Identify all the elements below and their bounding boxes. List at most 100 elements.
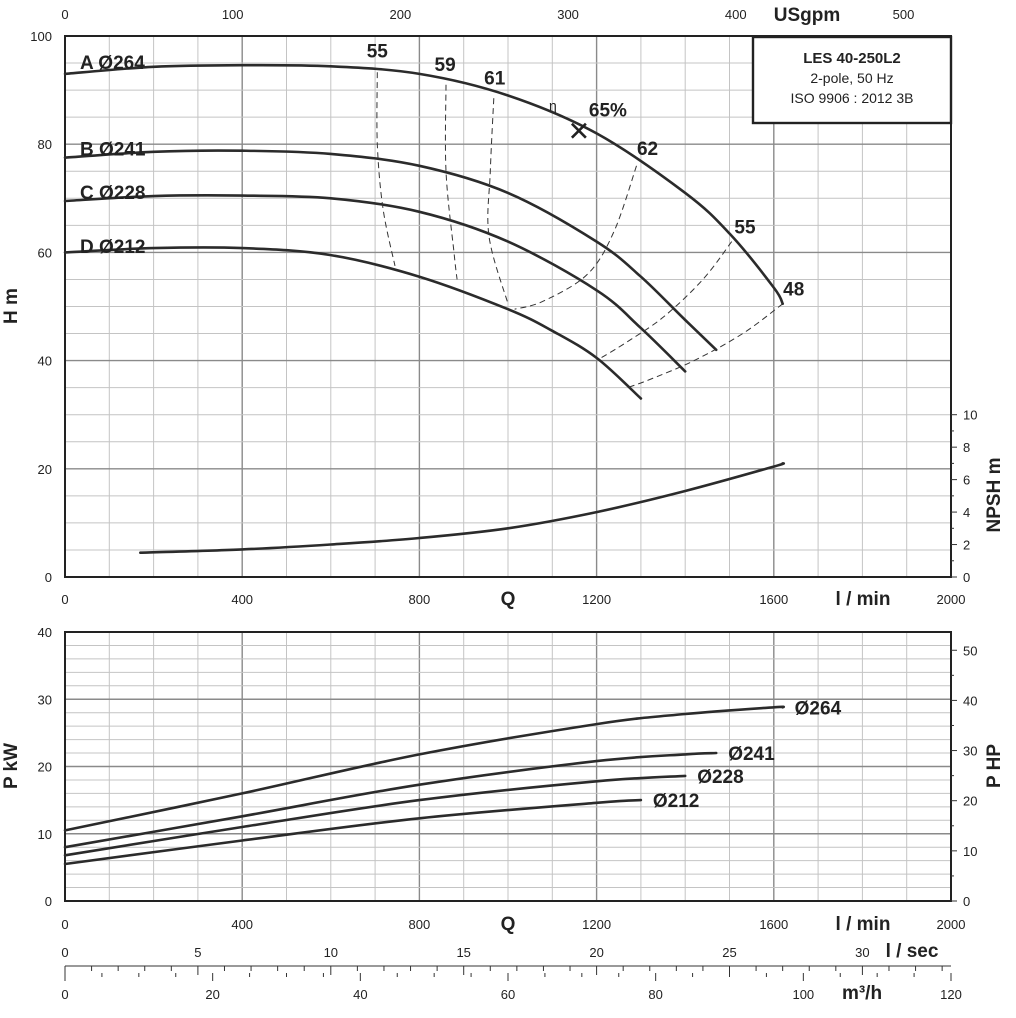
- lsec-tick-label: 15: [456, 945, 470, 960]
- power-y-tick-label: 0: [45, 894, 52, 909]
- efficiency-line: [376, 72, 396, 267]
- efficiency-line: [600, 241, 733, 359]
- head-curve-label: A Ø264: [80, 53, 145, 74]
- head-y-tick-label: 20: [38, 462, 52, 477]
- head-y-tick-label: 40: [38, 354, 52, 369]
- power-curve-label: Ø228: [697, 767, 743, 788]
- lsec-tick-label: 5: [194, 945, 201, 960]
- power-y-tick-label: 20: [38, 760, 52, 775]
- efficiency-label: 59: [435, 55, 456, 76]
- usgpm-tick-label: 100: [222, 7, 244, 22]
- head-x-tick-label: 2000: [937, 592, 966, 607]
- power-y-axis-label: P kW: [1, 743, 22, 789]
- lsec-tick-label: 10: [324, 945, 338, 960]
- npsh-tick-label: 4: [963, 505, 970, 520]
- power-x-tick-label: 2000: [937, 917, 966, 932]
- efficiency-line: [487, 98, 509, 304]
- m3h-tick-label: 0: [61, 987, 68, 1002]
- hp-tick-label: 40: [963, 693, 977, 708]
- head-curve-3: [63, 246, 643, 400]
- head-curve-1: [63, 149, 718, 352]
- npsh-tick-label: 10: [963, 408, 977, 423]
- bep-marker: [570, 122, 587, 139]
- m3h-tick-label: 60: [501, 987, 515, 1002]
- usgpm-tick-label: 500: [893, 7, 915, 22]
- power-x-axis-unit-label: l / min: [836, 914, 891, 935]
- power-curve-1: [63, 751, 718, 849]
- m3h-tick-label: 120: [940, 987, 962, 1002]
- lsec-tick-label: 20: [589, 945, 603, 960]
- npsh-tick-label: 0: [963, 570, 970, 585]
- lsec-tick-label: 30: [855, 945, 869, 960]
- head-frame: [64, 35, 952, 578]
- power-curve-3: [63, 798, 643, 866]
- bep-label: 65%: [589, 101, 627, 122]
- efficiency-label: 62: [637, 139, 658, 160]
- legend-frame: [751, 35, 953, 125]
- usgpm-tick-label: 200: [390, 7, 412, 22]
- power-curve-label: Ø241: [728, 744, 775, 765]
- head-x-tick-label: 1600: [759, 592, 788, 607]
- m3h-tick-label: 80: [648, 987, 662, 1002]
- power-y-tick-label: 40: [38, 625, 52, 640]
- lsec-tick-label: 0: [61, 945, 68, 960]
- efficiency-label: 55: [734, 217, 756, 238]
- head-y-axis-label: H m: [1, 288, 22, 324]
- hp-axis-label: P HP: [984, 744, 1005, 788]
- lsec-tick-label: 25: [722, 945, 736, 960]
- npsh-curve: [139, 462, 786, 554]
- npsh-tick-label: 6: [963, 473, 970, 488]
- eta-symbol: η: [549, 98, 557, 114]
- legend-box: LES 40-250L2 2-pole, 50 Hz ISO 9906 : 20…: [751, 35, 953, 125]
- hp-tick-label: 20: [963, 794, 977, 809]
- head-curve-2: [63, 194, 687, 373]
- power-curve-0: [63, 705, 786, 832]
- npsh-axis-label: NPSH m: [984, 458, 1005, 533]
- m3h-axis-label: m³/h: [842, 983, 882, 1004]
- efficiency-label: 48: [783, 280, 804, 301]
- efficiency-label: 55: [367, 42, 389, 63]
- efficiency-label: 61: [484, 69, 506, 90]
- m3h-tick-label: 100: [792, 987, 814, 1002]
- power-y-tick-label: 30: [38, 692, 52, 707]
- head-curve-label: D Ø212: [80, 237, 145, 258]
- head-x-tick-label: 0: [61, 592, 68, 607]
- hp-tick-label: 50: [963, 643, 977, 658]
- power-x-axis-q-label: Q: [501, 914, 516, 935]
- efficiency-line: [514, 165, 637, 310]
- head-y-tick-label: 60: [38, 245, 52, 260]
- power-x-tick-label: 1200: [582, 917, 611, 932]
- head-x-tick-label: 400: [231, 592, 253, 607]
- power-y-tick-label: 10: [38, 827, 52, 842]
- legend-title: LES 40-250L2: [803, 50, 901, 67]
- efficiency-line: [627, 303, 783, 389]
- usgpm-tick-label: 0: [61, 7, 68, 22]
- lsec-axis-label: l / sec: [886, 941, 939, 962]
- m3h-tick-label: 40: [353, 987, 367, 1002]
- head-x-tick-label: 800: [409, 592, 431, 607]
- power-frame: [64, 631, 952, 902]
- power-grid: [64, 631, 952, 902]
- head-y-tick-label: 0: [45, 570, 52, 585]
- hp-tick-label: 30: [963, 744, 977, 759]
- usgpm-tick-label: 300: [557, 7, 579, 22]
- head-y-tick-label: 80: [38, 137, 52, 152]
- usgpm-tick-label: 400: [725, 7, 747, 22]
- npsh-tick-label: 8: [963, 440, 970, 455]
- head-y-tick-label: 100: [30, 29, 52, 44]
- head-x-axis-unit-label: l / min: [836, 589, 891, 610]
- efficiency-line: [444, 84, 458, 280]
- power-curve-label: Ø264: [795, 698, 842, 719]
- npsh-tick-label: 2: [963, 538, 970, 553]
- usgpm-axis-label: USgpm: [774, 5, 841, 26]
- legend-line-1: 2-pole, 50 Hz: [810, 70, 893, 86]
- hp-tick-label: 0: [963, 894, 970, 909]
- head-curve-label: B Ø241: [80, 140, 146, 161]
- power-curve-label: Ø212: [653, 791, 699, 812]
- power-x-tick-label: 0: [61, 917, 68, 932]
- power-x-tick-label: 1600: [759, 917, 788, 932]
- power-curve-2: [63, 774, 687, 857]
- hp-tick-label: 10: [963, 844, 977, 859]
